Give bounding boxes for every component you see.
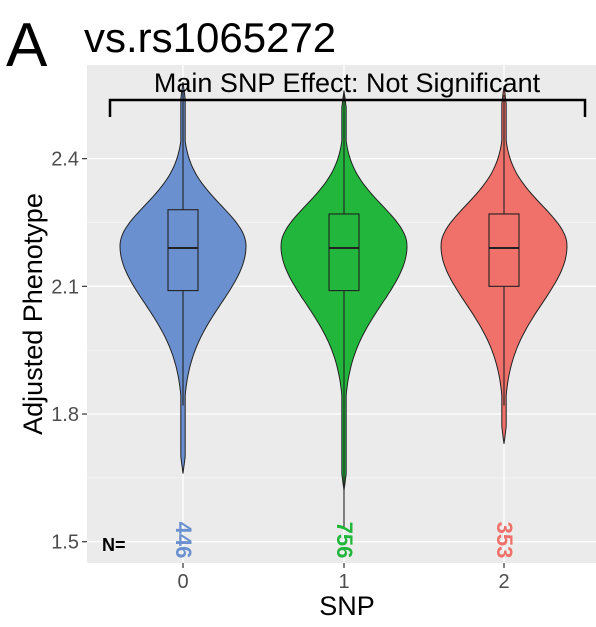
significance-bracket xyxy=(108,98,587,117)
y-tick-label: 1.8 xyxy=(51,404,79,426)
box-1 xyxy=(328,213,360,292)
x-tick-label: 2 xyxy=(498,571,509,593)
x-tick-label: 1 xyxy=(338,571,349,593)
n-label-2: 353 xyxy=(492,522,517,559)
y-tick-label: 2.4 xyxy=(51,149,79,171)
box-0 xyxy=(167,209,199,292)
chart-title: vs.rs1065272 xyxy=(84,14,336,61)
x-tick-label: 0 xyxy=(177,571,188,593)
y-tick-label: 2.1 xyxy=(51,276,79,298)
x-axis: 0 1 2 xyxy=(177,563,510,593)
panel-label: A xyxy=(6,11,48,80)
y-axis: 1.5 1.8 2.1 2.4 xyxy=(51,149,87,554)
box-2 xyxy=(488,213,520,287)
n-label-0: 446 xyxy=(171,522,196,559)
violins xyxy=(119,81,568,529)
y-tick-label: 1.5 xyxy=(51,532,79,554)
n-prefix: N= xyxy=(102,535,126,555)
n-labels: 446 756 353 xyxy=(171,522,517,559)
x-axis-title: SNP xyxy=(319,591,375,621)
y-axis-title: Adjusted Phenotype xyxy=(18,193,48,435)
n-label-1: 756 xyxy=(332,522,357,559)
significance-annotation: Main SNP Effect: Not Significant xyxy=(154,68,541,98)
